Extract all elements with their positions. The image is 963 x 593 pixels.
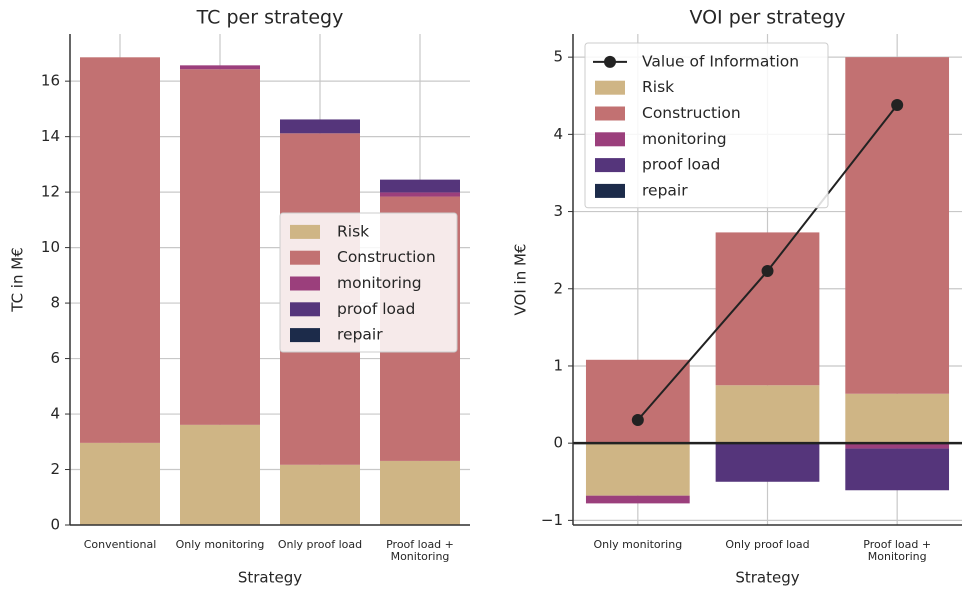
y-tick-label: −1 bbox=[541, 511, 563, 529]
x-tick-label: Only proof load bbox=[725, 538, 809, 551]
legend-swatch bbox=[595, 106, 625, 121]
bar-segment bbox=[845, 393, 950, 444]
legend-swatch bbox=[290, 302, 320, 317]
x-tick-label: Only proof load bbox=[278, 538, 362, 551]
y-tick-label: 12 bbox=[41, 183, 60, 201]
bar-segment bbox=[845, 443, 950, 449]
bar-segment bbox=[280, 119, 360, 134]
legend-box bbox=[279, 212, 458, 353]
bar-segment bbox=[180, 424, 260, 525]
legend-label: Construction bbox=[642, 104, 741, 122]
y-tick-label: 16 bbox=[41, 72, 60, 90]
y-tick-label: 10 bbox=[41, 238, 60, 256]
bar-segment bbox=[715, 443, 820, 482]
chart-title: TC per strategy bbox=[196, 7, 344, 29]
chart-title: VOI per strategy bbox=[689, 7, 845, 29]
bar-segment bbox=[80, 57, 160, 443]
legend-marker bbox=[604, 55, 616, 68]
bar-segment bbox=[585, 359, 690, 444]
legend-label: Risk bbox=[337, 222, 369, 240]
bar-segment bbox=[180, 69, 260, 425]
bar-segment bbox=[380, 179, 460, 193]
bar-segment bbox=[585, 495, 690, 504]
legend-label: repair bbox=[642, 181, 688, 199]
bar-segment bbox=[715, 385, 820, 444]
line-marker bbox=[891, 99, 904, 112]
y-tick-label: 2 bbox=[50, 460, 60, 478]
x-axis-label: Strategy bbox=[735, 569, 799, 587]
bar-segment bbox=[280, 464, 360, 525]
bar-segment bbox=[80, 442, 160, 525]
bar-segment bbox=[715, 232, 820, 386]
legend-label: Risk bbox=[642, 78, 674, 96]
y-tick-label: 6 bbox=[50, 349, 60, 367]
y-axis-label: VOI in M€ bbox=[512, 244, 530, 316]
legend-swatch bbox=[290, 224, 320, 239]
bar-segment bbox=[585, 443, 690, 496]
legend-label: Value of Information bbox=[642, 52, 799, 70]
legend-box bbox=[584, 42, 829, 209]
legend-label: proof load bbox=[337, 300, 415, 318]
legend-swatch bbox=[595, 183, 625, 198]
y-tick-label: 0 bbox=[553, 434, 563, 452]
x-tick-label: Proof load + Monitoring bbox=[386, 538, 454, 563]
y-tick-label: 4 bbox=[553, 125, 563, 143]
legend-swatch bbox=[290, 276, 320, 291]
legend-label: monitoring bbox=[642, 130, 727, 148]
x-tick-label: Only monitoring bbox=[593, 538, 682, 551]
y-tick-label: 1 bbox=[553, 356, 563, 374]
y-tick-label: 14 bbox=[41, 127, 60, 145]
bar-segment bbox=[380, 460, 460, 525]
y-tick-label: 4 bbox=[50, 405, 60, 423]
line-marker bbox=[761, 265, 774, 278]
legend-swatch bbox=[595, 158, 625, 173]
legend-swatch bbox=[595, 80, 625, 95]
y-tick-label: 8 bbox=[50, 294, 60, 312]
line-marker bbox=[631, 414, 644, 427]
y-tick-label: 5 bbox=[553, 48, 563, 66]
legend-label: proof load bbox=[642, 156, 720, 174]
bar-segment bbox=[380, 192, 460, 197]
legend-label: Construction bbox=[337, 248, 436, 266]
y-axis-label: TC in M€ bbox=[9, 247, 27, 312]
bar-segment bbox=[180, 65, 260, 70]
x-tick-label: Proof load + Monitoring bbox=[863, 538, 931, 563]
x-tick-label: Only monitoring bbox=[176, 538, 265, 551]
bar-segment bbox=[845, 448, 950, 491]
legend-swatch bbox=[595, 132, 625, 147]
legend-label: monitoring bbox=[337, 274, 422, 292]
y-tick-label: 0 bbox=[50, 516, 60, 534]
legend-swatch bbox=[290, 250, 320, 265]
x-tick-label: Conventional bbox=[84, 538, 157, 551]
legend-label: repair bbox=[337, 326, 383, 344]
legend-swatch bbox=[290, 328, 320, 343]
y-tick-label: 3 bbox=[553, 202, 563, 220]
y-tick-label: 2 bbox=[553, 279, 563, 297]
x-axis-label: Strategy bbox=[238, 569, 302, 587]
bar-segment bbox=[845, 57, 950, 394]
